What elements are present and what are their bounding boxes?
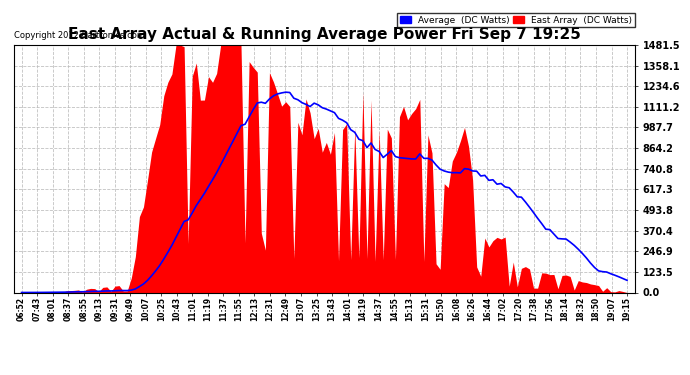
Legend: Average  (DC Watts), East Array  (DC Watts): Average (DC Watts), East Array (DC Watts… [397,13,635,27]
Text: Copyright 2012 Cartronics.com: Copyright 2012 Cartronics.com [14,31,145,40]
Title: East Array Actual & Running Average Power Fri Sep 7 19:25: East Array Actual & Running Average Powe… [68,27,581,42]
